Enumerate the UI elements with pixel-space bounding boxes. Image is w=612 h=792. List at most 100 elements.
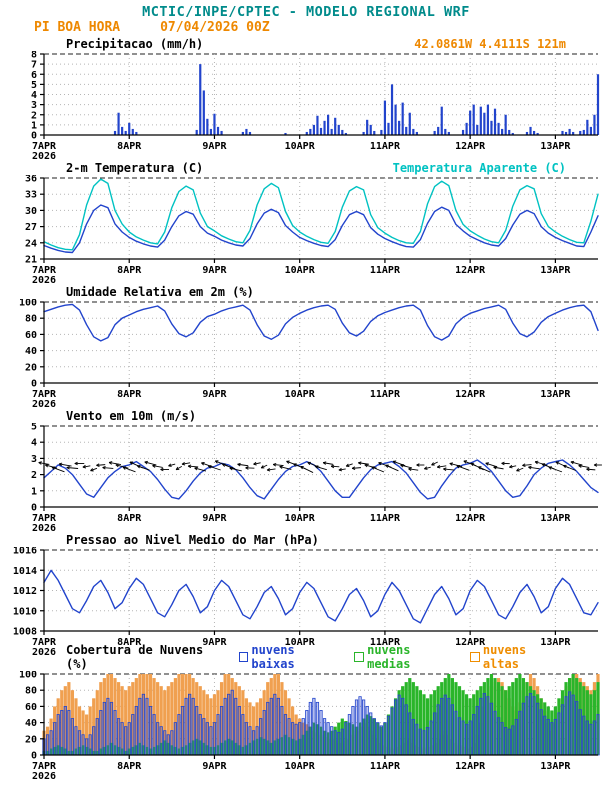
axis-labels: 1008 1010 1012 1014 1016 7APR 8APR 9APR 10APR 11A… [13,547,572,657]
svg-text:2026: 2026 [32,275,56,285]
svg-text:24: 24 [25,238,37,249]
svg-text:7APR: 7APR [32,513,57,524]
svg-text:11APR: 11APR [370,637,401,648]
panel-pressao: Pressao ao Nivel Medio do Mar (hPa) 1008… [0,533,612,657]
legend-label-altas: nuvens altas [482,643,527,671]
axes [40,301,598,387]
gridlines [44,53,598,135]
svg-text:7APR: 7APR [32,389,57,400]
panel-temperatura: 2-m Temperatura (C) Temperatura Aparente… [0,161,612,285]
svg-text:8APR: 8APR [117,637,142,648]
svg-text:12APR: 12APR [455,265,486,276]
model-title: MCTIC/INPE/CPTEC - MODELO REGIONAL WRF [142,4,470,20]
panel-title-pressao: Pressao ao Nivel Medio do Mar (hPa) [66,533,319,547]
gridlines [44,549,598,631]
svg-text:2026: 2026 [32,647,56,657]
svg-text:0: 0 [31,131,37,142]
svg-text:6: 6 [31,70,37,81]
svg-text:7APR: 7APR [32,141,57,152]
svg-text:12APR: 12APR [455,141,486,152]
svg-text:3: 3 [31,100,37,111]
gridlines [44,177,598,259]
series [113,64,600,135]
svg-text:2026: 2026 [32,523,56,533]
run-datetime: 07/04/2026 00Z [160,20,270,35]
svg-text:13APR: 13APR [540,141,571,152]
svg-text:8APR: 8APR [117,265,142,276]
svg-text:7APR: 7APR [32,637,57,648]
legend-swatch-baixas [238,652,249,662]
svg-text:1010: 1010 [13,606,37,617]
series [43,178,599,254]
svg-text:13APR: 13APR [540,637,571,648]
run-info: PI BOA HORA 07/04/2026 00Z [0,20,612,37]
panel-umidade: Umidade Relativa em 2m (%) 0 20 40 60 80 100 7… [0,285,612,409]
svg-text:2026: 2026 [32,771,56,781]
location-label: 42.0861W 4.4111S 121m [414,37,566,51]
svg-text:7APR: 7APR [32,761,57,772]
panel-precipitacao-header: Precipitacao (mm/h) 42.0861W 4.4111S 121… [0,37,612,51]
series [43,459,599,500]
svg-text:8APR: 8APR [117,141,142,152]
svg-text:13APR: 13APR [540,513,571,524]
svg-text:5: 5 [31,80,37,91]
svg-text:9APR: 9APR [202,637,227,648]
svg-text:80: 80 [25,686,37,697]
panel-precipitacao: Precipitacao (mm/h) 42.0861W 4.4111S 121… [0,37,612,161]
svg-text:4: 4 [31,90,37,101]
header: MCTIC/INPE/CPTEC - MODELO REGIONAL WRF P… [0,0,612,37]
svg-text:13APR: 13APR [540,761,571,772]
svg-text:0: 0 [31,751,37,762]
svg-text:33: 33 [25,190,37,201]
svg-text:2026: 2026 [32,399,56,409]
axes [40,177,598,263]
legend-nuvens-medias: nuvens medias [354,643,457,671]
svg-text:0: 0 [31,503,37,514]
svg-text:8: 8 [31,51,37,61]
legend-nuvens-altas: nuvens altas [470,643,566,671]
series [43,303,599,342]
panel-title-precipitacao: Precipitacao (mm/h) [66,37,204,51]
axis-labels: 21 24 27 30 33 36 7APR 8APR 9APR 10APR 11APR 12APR 1… [25,175,571,285]
svg-text:12APR: 12APR [455,513,486,524]
svg-text:40: 40 [25,718,37,729]
svg-text:10APR: 10APR [285,513,316,524]
svg-text:10APR: 10APR [285,141,316,152]
legend-label-medias: nuvens medias [367,643,411,671]
legend-nuvens-baixas: nuvens baixas [238,643,342,671]
panel-title-umidade: Umidade Relativa em 2m (%) [66,285,254,299]
legend-swatch-altas [470,652,480,662]
svg-text:10APR: 10APR [285,265,316,276]
svg-text:20: 20 [25,362,37,373]
svg-text:1012: 1012 [13,586,37,597]
svg-text:12APR: 12APR [455,637,486,648]
svg-text:11APR: 11APR [370,265,401,276]
plot-pressao: 1008 1010 1012 1014 1016 7APR 8APR 9APR 10APR 11A… [13,547,599,657]
svg-text:7: 7 [31,60,37,71]
svg-text:9APR: 9APR [202,761,227,772]
plot-umidade: 0 20 40 60 80 100 7APR 8APR 9APR 10APR 11APR 12APR 1… [19,299,599,409]
svg-text:11APR: 11APR [370,513,401,524]
panel-nuvens-header: Cobertura de Nuvens (%) nuvens baixas nu… [0,643,612,671]
panel-nuvens: Cobertura de Nuvens (%) nuvens baixas nu… [0,643,612,781]
plot-nuvens: 0 20 40 60 80 100 7APR 8APR 9APR 10APR 11APR 12APR 1… [19,671,600,781]
svg-text:0: 0 [31,379,37,390]
panel-temperatura-header: 2-m Temperatura (C) Temperatura Aparente… [0,161,612,175]
svg-text:5: 5 [31,423,37,433]
panel-title-temperatura-aparente: Temperatura Aparente (C) [392,161,566,175]
svg-text:2: 2 [31,470,37,481]
panel-title-vento: Vento em 10m (m/s) [66,409,197,423]
svg-text:11APR: 11APR [370,141,401,152]
station-name: PI BOA HORA [34,20,121,35]
panel-umidade-header: Umidade Relativa em 2m (%) [0,285,612,299]
axis-labels: 0 1 2 3 4 5 7APR 8APR 9APR 10APR 11APR 12APR 13APR 20… [31,423,571,533]
svg-text:13APR: 13APR [540,265,571,276]
svg-text:30: 30 [25,206,37,217]
axes [40,549,598,635]
legend-label-baixas: nuvens baixas [251,643,295,671]
svg-text:8APR: 8APR [117,513,142,524]
svg-text:27: 27 [25,222,37,233]
